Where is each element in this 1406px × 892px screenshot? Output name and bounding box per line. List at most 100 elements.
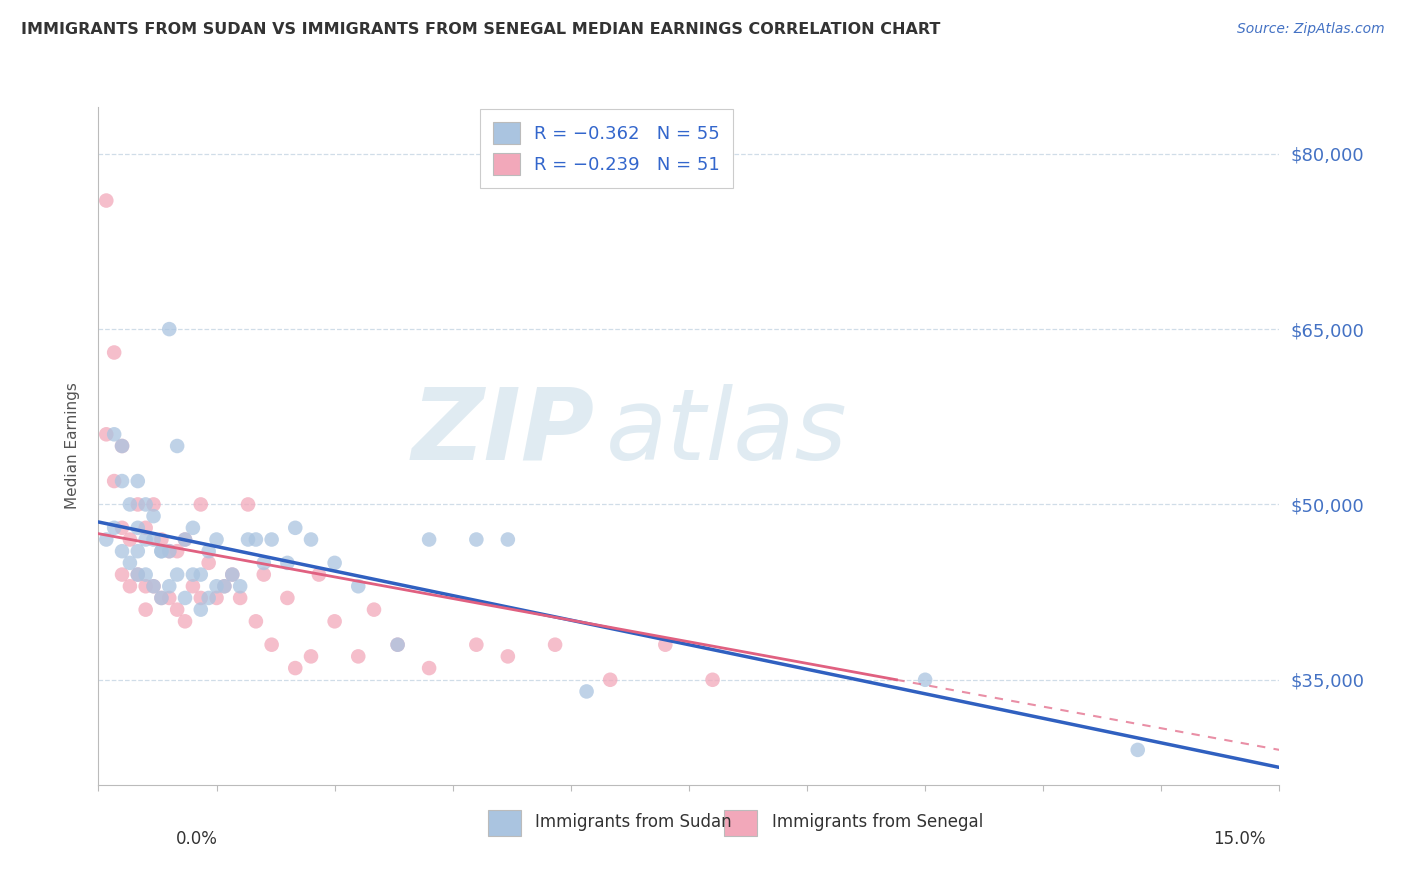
Point (111, 521, 134, 535)
Point (103, 474, 125, 488)
Point (96, 194, 118, 208)
Point (205, 579, 228, 593)
Point (214, 579, 236, 593)
Point (245, 615, 267, 629)
Point (197, 556, 219, 570)
Point (96, 533, 118, 547)
Point (496, 533, 519, 547)
Point (135, 521, 157, 535)
Point (142, 498, 165, 512)
Point (111, 544, 134, 558)
Legend: R = −0.362   N = 55, R = −0.239   N = 51: R = −0.362 N = 55, R = −0.239 N = 51 (479, 110, 733, 187)
Point (276, 556, 298, 570)
Point (387, 638, 409, 652)
Point (157, 322, 180, 336)
Point (142, 533, 165, 547)
Point (236, 498, 259, 512)
Point (111, 474, 134, 488)
Point (575, 684, 598, 698)
FancyBboxPatch shape (488, 810, 522, 836)
Point (276, 591, 298, 605)
Point (323, 556, 346, 570)
Point (197, 544, 219, 558)
Point (299, 533, 322, 547)
Point (702, 673, 724, 687)
Point (418, 533, 440, 547)
Point (190, 498, 212, 512)
Point (111, 439, 134, 453)
Point (157, 579, 180, 593)
Point (236, 533, 259, 547)
Point (150, 544, 173, 558)
Point (654, 638, 676, 652)
Point (157, 544, 180, 558)
Point (260, 638, 283, 652)
Point (299, 649, 322, 664)
Text: ZIP: ZIP (412, 384, 595, 481)
Point (174, 591, 197, 605)
Point (214, 579, 236, 593)
Text: Immigrants from Senegal: Immigrants from Senegal (772, 814, 983, 831)
Text: 15.0%: 15.0% (1213, 830, 1265, 847)
Point (190, 591, 212, 605)
Point (142, 579, 165, 593)
Point (347, 579, 370, 593)
Point (150, 544, 173, 558)
Point (118, 533, 141, 547)
Point (544, 638, 567, 652)
Point (166, 567, 188, 582)
Point (387, 638, 409, 652)
Point (181, 567, 204, 582)
Point (103, 345, 125, 359)
Point (190, 602, 212, 616)
Point (1126, 743, 1149, 757)
Point (229, 579, 252, 593)
Point (166, 439, 188, 453)
Point (465, 638, 488, 652)
Text: 0.0%: 0.0% (176, 830, 218, 847)
FancyBboxPatch shape (724, 810, 758, 836)
Point (111, 567, 134, 582)
Text: Source: ZipAtlas.com: Source: ZipAtlas.com (1237, 22, 1385, 37)
Point (245, 533, 267, 547)
Point (181, 579, 204, 593)
Point (127, 498, 149, 512)
Point (157, 591, 180, 605)
Point (150, 591, 173, 605)
Point (284, 661, 307, 675)
Point (157, 544, 180, 558)
Point (174, 615, 197, 629)
Point (142, 509, 165, 524)
Point (135, 602, 157, 616)
Point (127, 567, 149, 582)
Text: Immigrants from Sudan: Immigrants from Sudan (536, 814, 733, 831)
Point (103, 427, 125, 442)
Point (308, 567, 330, 582)
Point (142, 579, 165, 593)
Point (111, 439, 134, 453)
Point (363, 602, 385, 616)
Y-axis label: Median Earnings: Median Earnings (65, 383, 80, 509)
Point (127, 567, 149, 582)
Point (253, 567, 276, 582)
Point (150, 591, 173, 605)
Point (323, 615, 346, 629)
Point (221, 567, 243, 582)
Point (174, 533, 197, 547)
Point (914, 673, 936, 687)
Point (174, 533, 197, 547)
Point (221, 567, 243, 582)
Point (599, 673, 621, 687)
Point (135, 579, 157, 593)
Point (166, 602, 188, 616)
Point (127, 544, 149, 558)
Point (418, 661, 440, 675)
Point (135, 533, 157, 547)
Point (118, 556, 141, 570)
Point (118, 498, 141, 512)
Point (118, 579, 141, 593)
Point (205, 591, 228, 605)
Point (127, 521, 149, 535)
Point (347, 649, 370, 664)
Point (284, 521, 307, 535)
